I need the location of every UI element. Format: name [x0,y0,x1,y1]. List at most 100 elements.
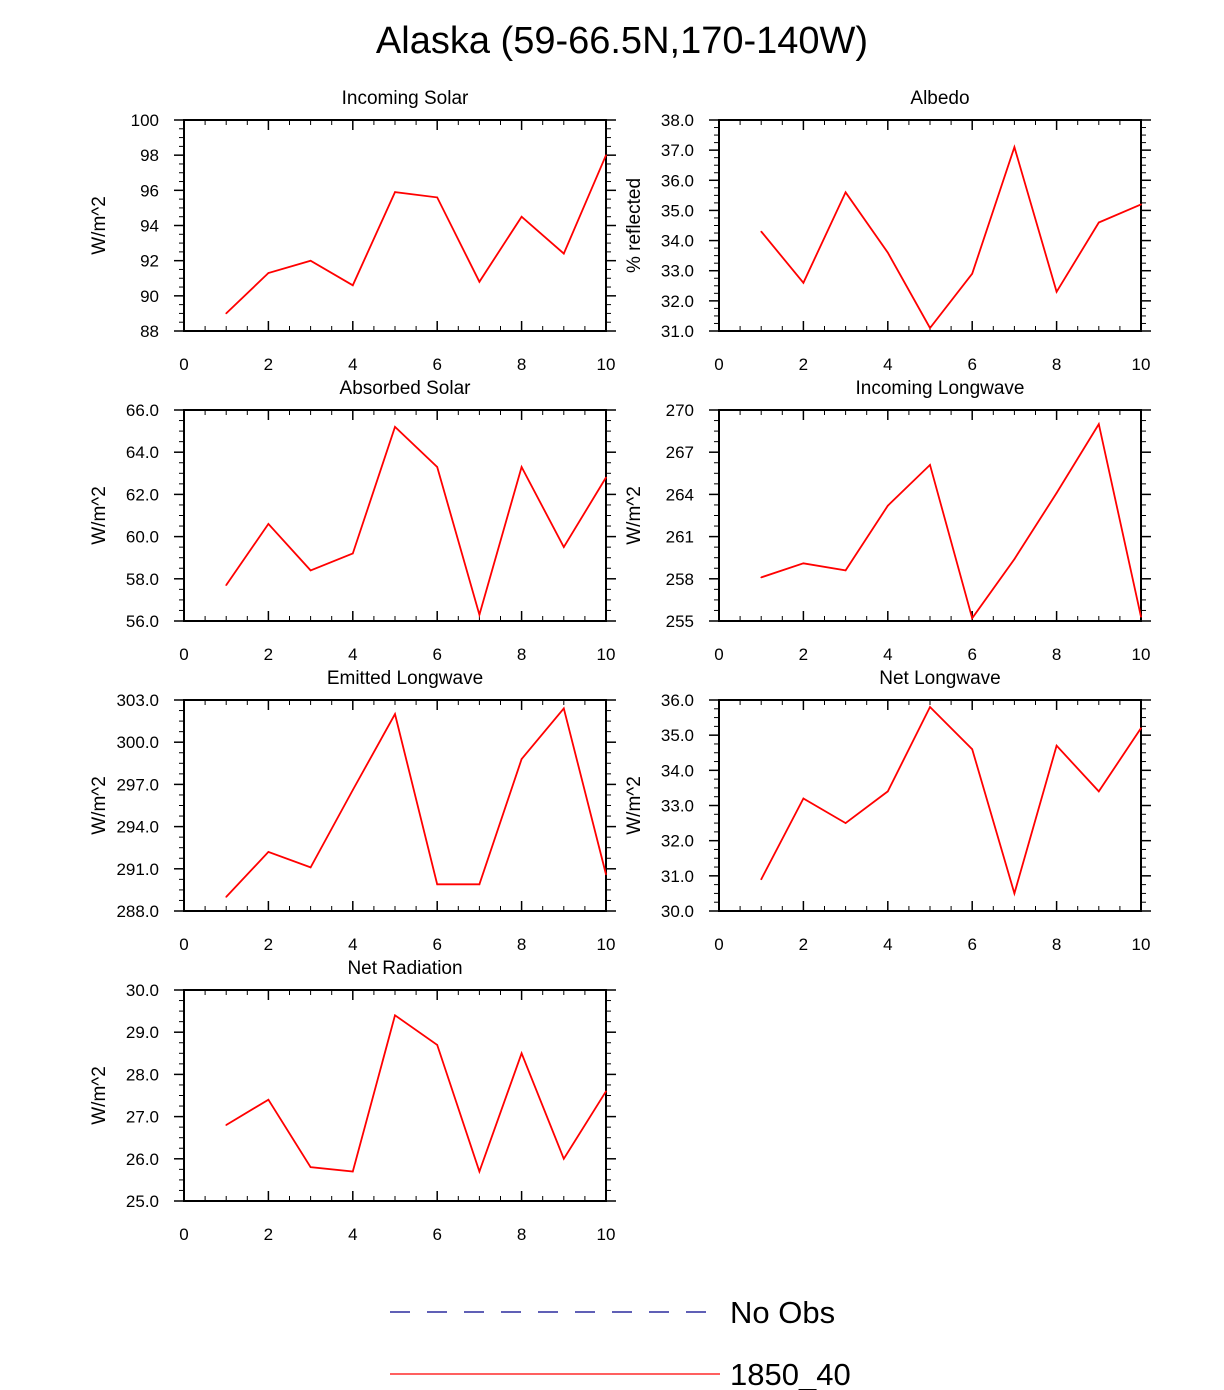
y-tick-label: 33.0 [661,262,694,281]
y-tick-label: 297.0 [116,775,159,794]
y-tick-label: 94 [140,217,159,236]
data-point [1098,423,1100,425]
data-point [267,851,270,853]
data-point [1140,203,1142,206]
y-tick-label: 96 [140,181,159,200]
x-tick-label: 8 [517,355,526,374]
y-tick-label: 38.0 [661,111,694,130]
y-tick-label: 270 [666,401,694,420]
data-point [802,562,805,565]
data-point [309,866,312,869]
y-tick-label: 30.0 [126,981,159,1000]
series-line-1850-40 [225,706,607,898]
x-tick-label: 4 [348,1225,357,1244]
x-tick-label: 2 [264,1225,273,1244]
y-tick-label: 32.0 [661,832,694,851]
y-tick-label: 303.0 [116,691,159,710]
chart-absorbed-solar: Absorbed Solar 0 2 4 6 8 10 56.0 58.0 60.0 62.0 64.… [89,378,616,664]
y-axis-label: W/m^2 [89,196,110,255]
x-tick-label: 6 [432,1225,441,1244]
data-point [352,789,354,791]
data-point [267,272,270,274]
data-point [1013,146,1016,148]
data-point [605,476,607,479]
data-point [802,797,805,800]
data-point [436,466,439,468]
data-point [225,896,227,898]
chart-title: Absorbed Solar [340,378,472,399]
y-tick-label: 28.0 [126,1065,159,1084]
y-tick-label: 34.0 [661,761,694,780]
y-tick-label: 98 [140,146,159,165]
x-tick-label: 0 [714,645,723,664]
y-axis-label: W/m^2 [624,776,645,835]
data-point [309,569,312,572]
data-point [563,252,565,255]
data-point [844,822,847,824]
x-tick-label: 2 [799,935,808,954]
y-tick-label: 31.0 [661,867,694,886]
series-line-1850-40 [760,705,1142,897]
data-point [1055,744,1058,747]
data-point [929,706,931,708]
x-tick-label: 0 [179,1225,188,1244]
y-tick-label: 258 [666,570,694,589]
x-tick-label: 4 [348,355,357,374]
chart-net-radiation: Net Radiation 0 2 4 6 8 10 25.0 26.0 27.0 28.0 29.0… [89,958,616,1244]
data-point [352,284,354,287]
x-tick-label: 10 [597,645,616,664]
x-tick-label: 10 [1132,355,1151,374]
data-point [760,878,762,881]
data-point [887,251,889,254]
y-tick-label: 31.0 [661,322,694,341]
x-tick-label: 6 [432,355,441,374]
data-point [394,426,396,428]
x-tick-label: 10 [597,935,616,954]
data-point [267,523,270,525]
series-line-1850-40 [225,1013,607,1175]
y-tick-label: 35.0 [661,201,694,220]
data-point [929,327,931,329]
legend-label-no-obs: No Obs [730,1295,835,1330]
y-tick-label: 92 [140,252,159,271]
x-tick-label: 0 [179,935,188,954]
data-point [605,154,607,156]
x-tick-label: 2 [264,935,273,954]
data-point [225,312,227,315]
y-axis-label: W/m^2 [624,486,645,545]
y-tick-label: 27.0 [126,1108,159,1127]
y-tick-label: 62.0 [126,485,159,504]
y-tick-label: 35.0 [661,726,694,745]
data-point [1140,615,1142,618]
x-tick-label: 10 [597,355,616,374]
y-tick-label: 261 [666,528,694,547]
series-line-1850-40 [225,425,607,618]
chart-net-longwave: Net Longwave 0 2 4 6 8 10 30.0 31.0 32.0 33.0 34.0 3… [624,668,1151,954]
x-tick-label: 6 [967,935,976,954]
x-tick-label: 4 [348,935,357,954]
data-point [844,569,847,572]
series-line-1850-40 [760,421,1142,621]
data-point [394,1014,396,1017]
y-tick-label: 291.0 [116,860,159,879]
x-tick-label: 10 [1132,645,1151,664]
data-point [436,196,439,199]
chart-title: Albedo [910,88,969,109]
data-point [971,617,973,619]
y-tick-label: 60.0 [126,528,159,547]
data-point [225,1124,227,1126]
x-tick-label: 8 [517,1225,526,1244]
data-point [478,613,481,616]
y-tick-label: 100 [131,111,159,130]
chart-title: Emitted Longwave [327,668,483,689]
series-line-1850-40 [225,154,607,315]
data-point [478,883,481,886]
data-point [563,707,565,710]
data-point [1055,291,1058,293]
x-tick-label: 4 [883,355,892,374]
data-point [478,280,481,283]
y-tick-label: 255 [666,612,694,631]
data-point [1055,492,1058,494]
